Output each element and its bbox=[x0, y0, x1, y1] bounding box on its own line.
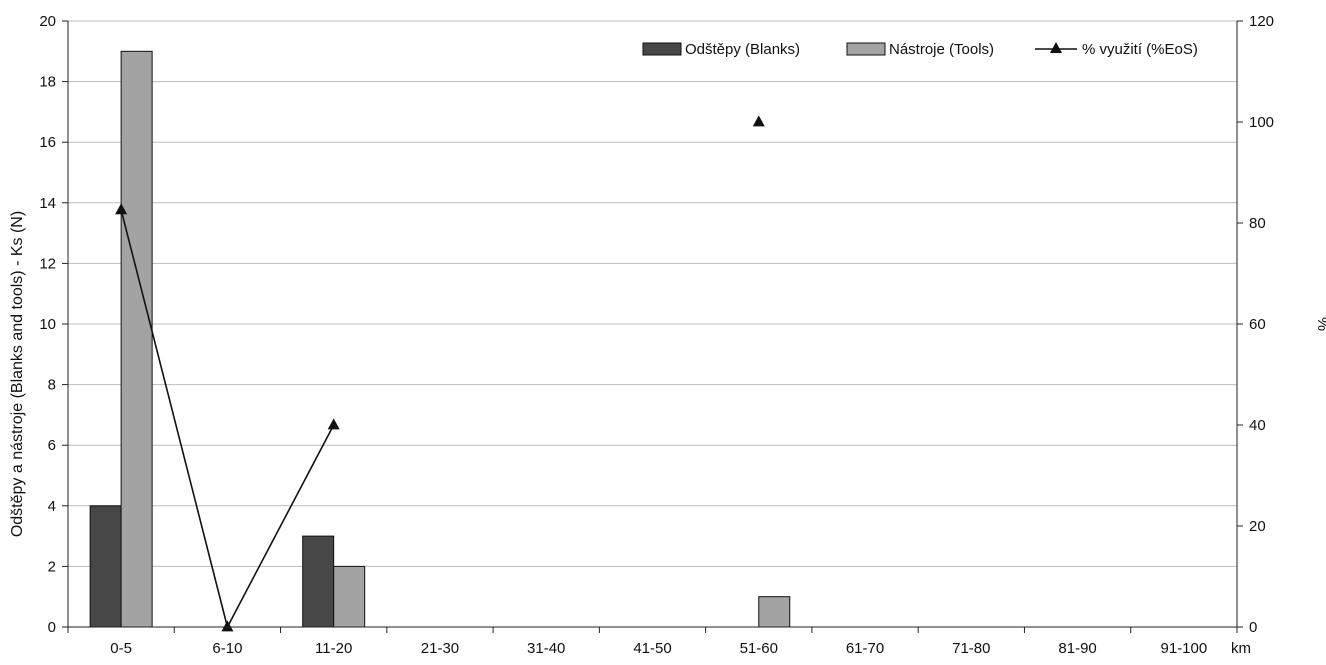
series-line bbox=[120, 209, 335, 630]
y-tick-label: 14 bbox=[39, 195, 56, 212]
y2-tick-label: 120 bbox=[1249, 13, 1274, 30]
y2-tick-label: 40 bbox=[1249, 417, 1266, 434]
legend-swatch bbox=[642, 42, 682, 56]
y-tick-label: 18 bbox=[39, 74, 56, 91]
y-tick-label: 4 bbox=[48, 498, 56, 515]
bar bbox=[120, 50, 153, 628]
legend: Odštěpy (Blanks) Nástroje (Tools) % využit… bbox=[642, 41, 1198, 58]
x-tick-label: 11-20 bbox=[315, 640, 352, 657]
bar bbox=[333, 565, 366, 628]
y2-tick-label: 80 bbox=[1249, 215, 1266, 232]
bars bbox=[89, 50, 791, 628]
legend-swatch bbox=[846, 42, 886, 56]
gridlines bbox=[68, 20, 1237, 567]
x-tick-label: 51-60 bbox=[740, 640, 778, 657]
x-unit-label: km bbox=[1231, 640, 1251, 657]
legend-label: Nástroje (Tools) bbox=[889, 41, 994, 58]
x-tick-label: 0-5 bbox=[110, 640, 132, 657]
y-tick-label: 6 bbox=[48, 437, 56, 454]
y2-tick-label: 60 bbox=[1249, 316, 1266, 333]
y-tick-label: 10 bbox=[39, 316, 56, 333]
y2-axis-title: % bbox=[1314, 317, 1326, 331]
x-tick-label: 61-70 bbox=[846, 640, 884, 657]
bar bbox=[758, 596, 791, 628]
line-point bbox=[221, 620, 234, 632]
bar bbox=[89, 505, 122, 628]
x-tick-label: 6-10 bbox=[212, 640, 242, 657]
axes bbox=[62, 20, 1243, 633]
y-tick-label: 20 bbox=[39, 13, 56, 30]
x-tick-label: 91-100 bbox=[1161, 640, 1208, 657]
y-tick-label: 0 bbox=[48, 619, 56, 636]
y-tick-label: 16 bbox=[39, 134, 56, 151]
x-tick-label: 21-30 bbox=[421, 640, 459, 657]
line-point bbox=[115, 203, 128, 215]
x-tick-label: 31-40 bbox=[527, 640, 565, 657]
tick-labels: 0 2 4 6 8 10 12 14 16 18 20 0 20 40 60 80 100 120 0-5 6-10 1… bbox=[9, 13, 1326, 657]
bar bbox=[302, 535, 335, 628]
y-tick-label: 8 bbox=[48, 377, 56, 394]
y2-tick-label: 0 bbox=[1249, 619, 1257, 636]
x-tick-label: 81-90 bbox=[1058, 640, 1096, 657]
y-tick-label: 2 bbox=[48, 558, 56, 575]
legend-label: Odštěpy (Blanks) bbox=[685, 41, 800, 58]
legend-label: % využití (%EoS) bbox=[1082, 41, 1198, 58]
x-tick-label: 71-80 bbox=[952, 640, 990, 657]
line-series bbox=[115, 115, 765, 632]
x-tick-label: 41-50 bbox=[633, 640, 671, 657]
y-axis-title: Odštěpy a nástroje (Blanks and tools) - … bbox=[9, 211, 26, 537]
line-point bbox=[327, 418, 340, 430]
line-point bbox=[752, 115, 765, 127]
y2-tick-label: 20 bbox=[1249, 518, 1266, 535]
y-tick-label: 12 bbox=[39, 255, 56, 272]
legend-marker bbox=[1050, 42, 1062, 53]
y2-tick-label: 100 bbox=[1249, 114, 1274, 131]
